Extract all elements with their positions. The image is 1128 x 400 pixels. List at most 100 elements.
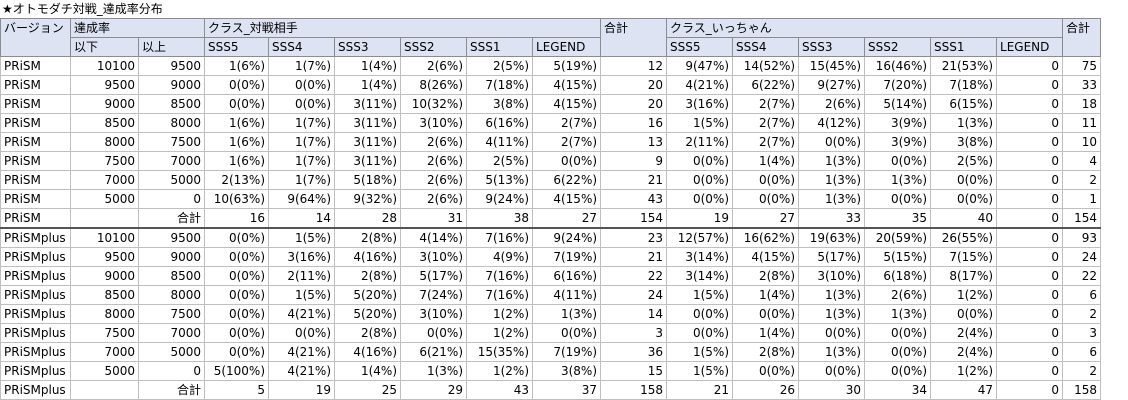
value-cell: 0(0%)	[204, 285, 270, 305]
value-cell: 1(2%)	[930, 285, 998, 305]
total-cell: 5	[204, 380, 270, 400]
value-cell: 6(22%)	[732, 75, 800, 95]
value-cell: 1(3%)	[798, 170, 866, 190]
value-cell: 0(0%)	[864, 342, 932, 362]
total-cell: 28	[334, 208, 402, 229]
value-cell: 3(9%)	[864, 132, 932, 152]
value-cell: 7(16%)	[466, 227, 534, 248]
value-cell: 0(0%)	[798, 323, 866, 343]
value-cell: 2(8%)	[334, 227, 402, 248]
value-cell: 6	[1062, 285, 1102, 305]
value-cell: 0(0%)	[204, 247, 270, 267]
value-cell: 4(21%)	[268, 342, 336, 362]
total-cell: 47	[930, 380, 998, 400]
total-cell: 31	[400, 208, 468, 229]
value-cell: 0(0%)	[666, 151, 734, 171]
value-cell: 0(0%)	[930, 304, 998, 324]
value-cell: 1(4%)	[334, 75, 402, 95]
value-cell: 2	[1062, 361, 1102, 381]
total-cell: 0	[996, 380, 1064, 400]
value-cell: 0	[996, 247, 1064, 267]
version-cell: PRiSMplus	[0, 342, 71, 362]
value-cell: 7(18%)	[466, 75, 534, 95]
value-cell: 7(24%)	[400, 285, 468, 305]
value-cell: 9(24%)	[532, 227, 602, 248]
value-cell: 6(18%)	[864, 266, 932, 286]
empty-cell	[70, 380, 139, 400]
value-cell: 15(45%)	[798, 56, 866, 76]
value-cell: 6(21%)	[400, 342, 468, 362]
value-cell: 9(64%)	[268, 189, 336, 209]
value-cell: 7500	[70, 151, 139, 171]
data-row: PRiSMplus 8500 8000 0(0%) 1(5%) 5(20%) 7(24%) 7…	[0, 285, 1102, 305]
sheet-title: ★オトモダチ対戦_達成率分布	[2, 2, 163, 16]
header-cell: SSS2	[400, 37, 468, 57]
value-cell: 3(10%)	[400, 304, 468, 324]
value-cell: 1(6%)	[204, 151, 270, 171]
value-cell: 2(6%)	[864, 285, 932, 305]
value-cell: 9000	[70, 94, 139, 114]
value-cell: 1(2%)	[466, 304, 534, 324]
empty-cell	[70, 208, 139, 229]
value-cell: 0	[996, 189, 1064, 209]
value-cell: 4(11%)	[466, 132, 534, 152]
header-cell: SSS1	[930, 37, 998, 57]
value-cell: 1(4%)	[334, 56, 402, 76]
value-cell: 0(0%)	[798, 132, 866, 152]
value-cell: 1	[1062, 189, 1102, 209]
value-cell: 9(27%)	[798, 75, 866, 95]
total-cell: 25	[334, 380, 402, 400]
data-row: PRiSM 8000 7500 1(6%) 1(7%) 3(11%) 2(6%) 4(11%)…	[0, 132, 1102, 152]
value-cell: 1(3%)	[532, 304, 602, 324]
version-cell: PRiSMplus	[0, 380, 71, 400]
value-cell: 4(21%)	[666, 75, 734, 95]
value-cell: 7500	[137, 132, 206, 152]
value-cell: 0(0%)	[204, 323, 270, 343]
value-cell: 2(13%)	[204, 170, 270, 190]
value-cell: 2(8%)	[732, 266, 800, 286]
value-cell: 0(0%)	[268, 323, 336, 343]
header-cell: 合計	[600, 18, 668, 57]
value-cell: 1(4%)	[732, 285, 800, 305]
value-cell: 3(16%)	[666, 94, 734, 114]
value-cell: 4(15%)	[732, 247, 800, 267]
version-cell: PRiSMplus	[0, 247, 71, 267]
value-cell: 1(5%)	[666, 113, 734, 133]
header-cell: SSS4	[732, 37, 800, 57]
value-cell: 5(14%)	[864, 94, 932, 114]
value-cell: 8500	[70, 113, 139, 133]
value-cell: 1(3%)	[930, 113, 998, 133]
value-cell: 1(7%)	[268, 132, 336, 152]
value-cell: 5(17%)	[400, 266, 468, 286]
value-cell: 15	[600, 361, 668, 381]
value-cell: 2(4%)	[930, 323, 998, 343]
header-cell: 以上	[137, 37, 206, 57]
value-cell: 3	[600, 323, 668, 343]
value-cell: 7(19%)	[532, 247, 602, 267]
value-cell: 4(15%)	[532, 75, 602, 95]
value-cell: 16(46%)	[864, 56, 932, 76]
total-cell: 29	[400, 380, 468, 400]
value-cell: 3(8%)	[930, 132, 998, 152]
value-cell: 26(55%)	[930, 227, 998, 248]
value-cell: 0(0%)	[732, 189, 800, 209]
header-cell: SSS4	[268, 37, 336, 57]
value-cell: 4(15%)	[532, 189, 602, 209]
value-cell: 18	[1062, 94, 1102, 114]
header-cell: SSS3	[334, 37, 402, 57]
value-cell: 5(18%)	[334, 170, 402, 190]
value-cell: 0(0%)	[204, 304, 270, 324]
header-cell: 達成率	[69, 18, 206, 38]
data-row: PRiSM 9000 8500 0(0%) 0(0%) 3(11%) 10(32%) 3(8%…	[0, 94, 1102, 114]
value-cell: 7(15%)	[930, 247, 998, 267]
value-cell: 7(16%)	[466, 266, 534, 286]
total-cell: 30	[798, 380, 866, 400]
value-cell: 8500	[137, 94, 206, 114]
value-cell: 5000	[137, 170, 206, 190]
value-cell: 1(6%)	[204, 56, 270, 76]
total-cell: 38	[466, 208, 534, 229]
value-cell: 0	[137, 189, 206, 209]
value-cell: 0	[996, 227, 1064, 248]
value-cell: 0	[137, 361, 206, 381]
value-cell: 21	[600, 170, 668, 190]
